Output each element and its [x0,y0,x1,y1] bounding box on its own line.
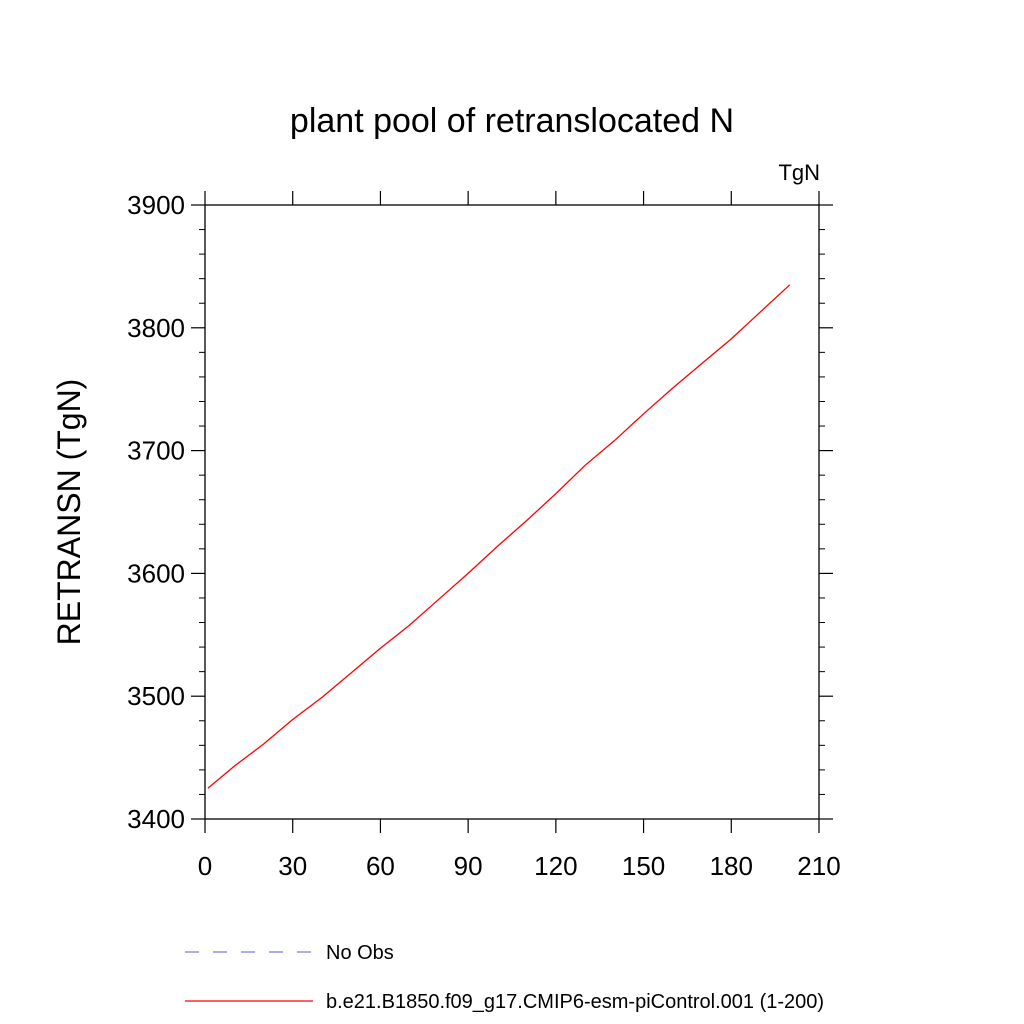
axis-ticks [191,191,833,833]
units-label: TgN [778,160,820,185]
y-tick-label: 3800 [127,313,185,343]
x-tick-label: 210 [797,851,840,881]
x-tick-label: 90 [454,851,483,881]
x-tick-label: 120 [534,851,577,881]
y-tick-label: 3500 [127,681,185,711]
axis-tick-labels: 0 30 60 90 120 150 180 210 3400 3500 3600 3700 3800 3… [127,190,841,881]
y-tick-label: 3600 [127,558,185,588]
plot-frame [204,204,820,820]
series-line-1 [207,284,791,789]
legend: No Obs b.e21.B1850.f09_g17.CMIP6-esm-piCo… [185,942,824,1013]
x-tick-label: 180 [710,851,753,881]
y-tick-label: 3700 [127,436,185,466]
y-tick-label: 3900 [127,190,185,220]
x-tick-label: 30 [278,851,307,881]
legend-label-1: b.e21.B1850.f09_g17.CMIP6-esm-piControl.… [326,991,824,1013]
series-layer [207,284,791,789]
y-axis-label: RETRANSN (TgN) [51,379,87,646]
x-tick-label: 60 [366,851,395,881]
x-tick-label: 0 [198,851,212,881]
chart-title: plant pool of retranslocated N [290,102,734,140]
y-tick-label: 3400 [127,804,185,834]
legend-label-0: No Obs [326,942,394,964]
x-tick-label: 150 [622,851,665,881]
